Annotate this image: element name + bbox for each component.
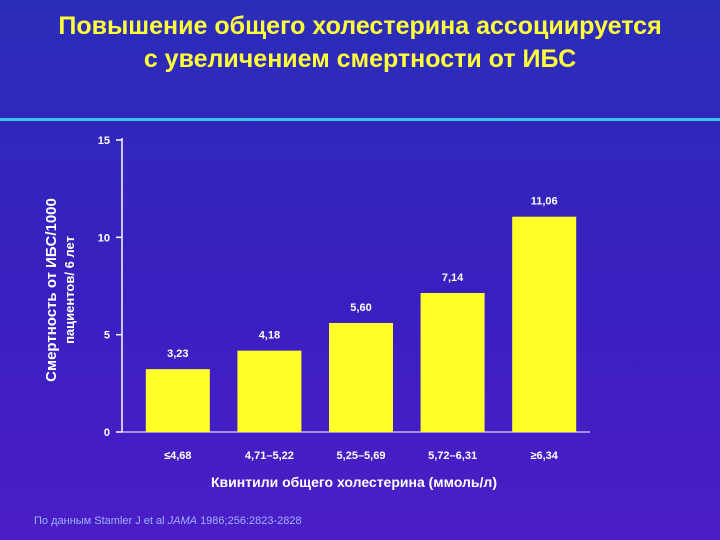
source-suffix: 1986;256:2823-2828 bbox=[200, 515, 302, 527]
y-tick-label: 15 bbox=[98, 135, 110, 147]
title-divider bbox=[0, 118, 720, 121]
bar bbox=[237, 350, 302, 432]
x-axis-label: Квинтили общего холестерина (ммоль/л) bbox=[211, 474, 497, 490]
data-label: 7,14 bbox=[442, 272, 464, 284]
data-label: 3,23 bbox=[167, 348, 188, 360]
data-label: 4,18 bbox=[259, 330, 280, 342]
data-label: 11,06 bbox=[531, 196, 558, 208]
bar bbox=[512, 216, 577, 432]
y-tick-label: 10 bbox=[98, 232, 110, 244]
bar bbox=[329, 322, 393, 432]
title-line-2: с увеличением смертности от ИБС bbox=[143, 45, 577, 73]
y-axis-label: Смертность от ИБС/1000 пациентов/ 6 лет bbox=[43, 198, 77, 382]
bar bbox=[145, 369, 210, 432]
y-tick-label: 5 bbox=[104, 330, 110, 342]
x-tick-label: ≥6,34 bbox=[530, 450, 558, 462]
data-label: 5,60 bbox=[350, 302, 371, 314]
title-line-1: Повышение общего холестерина ассоциирует… bbox=[58, 12, 662, 40]
y-tick-label: 0 bbox=[104, 427, 110, 439]
x-tick-label: 5,25–5,69 bbox=[337, 450, 386, 462]
bar bbox=[420, 293, 485, 432]
x-tick-label: ≤4,68 bbox=[164, 450, 191, 462]
source-prefix: По данным Stamler J et al bbox=[34, 515, 165, 527]
x-tick-label: 4,71–5,22 bbox=[245, 450, 294, 462]
y-axis-label-line: пациентов/ 6 лет bbox=[62, 236, 77, 344]
source-journal: JAMA bbox=[167, 515, 197, 527]
x-tick-label: 5,72–6,31 bbox=[428, 450, 477, 462]
source-citation: По данным Stamler J et al JAMA 1986;256:… bbox=[34, 515, 302, 527]
y-axis-label-line: Смертность от ИБС/1000 bbox=[43, 198, 60, 382]
slide-title: Повышение общего холестерина ассоциирует… bbox=[0, 10, 720, 76]
